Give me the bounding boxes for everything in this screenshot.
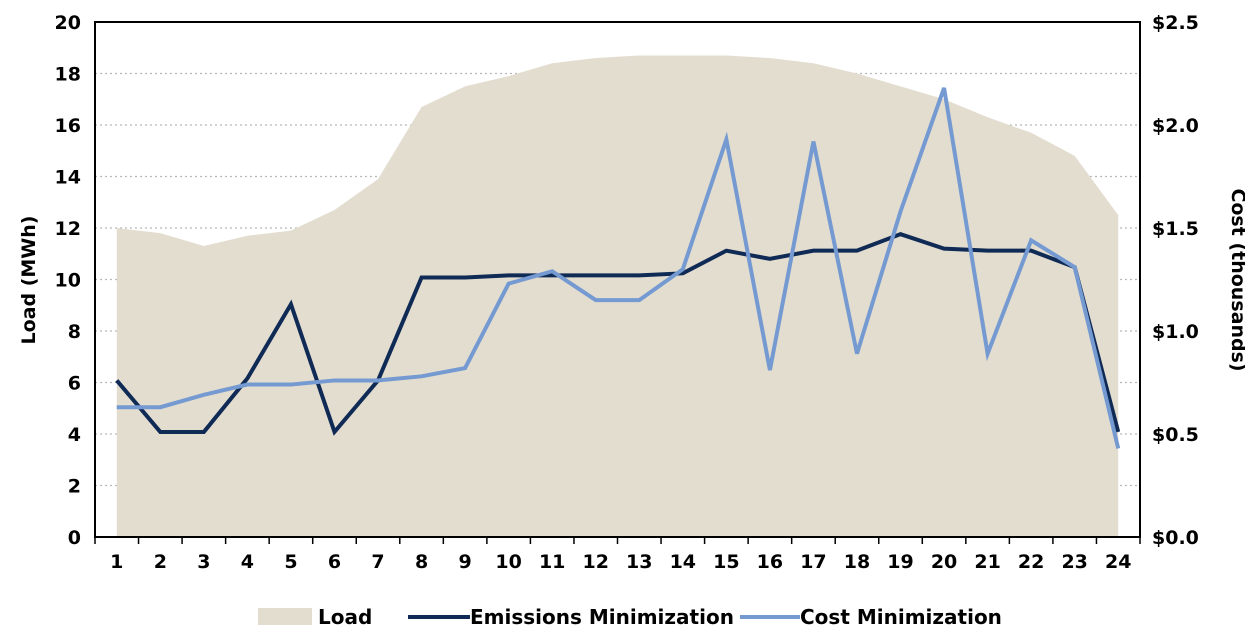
- x-tick-label: 16: [757, 551, 783, 573]
- legend-swatch-load: [258, 608, 312, 625]
- x-tick-label: 20: [931, 551, 957, 573]
- left-tick-label: 16: [55, 115, 81, 137]
- series-line-emissions-minimization: [115, 232, 1121, 436]
- x-tick-label: 11: [539, 551, 565, 573]
- left-tick-label: 4: [68, 424, 81, 446]
- right-tick-label: $1.0: [1152, 321, 1199, 343]
- right-tick-label: $2.5: [1152, 12, 1199, 34]
- x-tick-label: 14: [670, 551, 696, 573]
- x-tick-label: 21: [974, 551, 1000, 573]
- x-tick-label: 19: [887, 551, 913, 573]
- x-tick-label: 17: [800, 551, 826, 573]
- left-tick-label: 6: [68, 373, 81, 395]
- right-tick-label: $0.0: [1152, 527, 1199, 549]
- x-tick-label: 24: [1105, 551, 1131, 573]
- left-axis-title: Load (MWh): [18, 216, 40, 345]
- left-tick-label: 14: [55, 167, 81, 189]
- left-tick-label: 0: [68, 527, 81, 549]
- x-tick-label: 9: [458, 551, 471, 573]
- x-tick-label: 23: [1061, 551, 1087, 573]
- x-tick-label: 18: [844, 551, 870, 573]
- left-axis-ticks: 0 2 4 6 8 10 12 14 16 18 20: [55, 12, 81, 549]
- left-tick-label: 2: [68, 476, 81, 498]
- left-tick-label: 20: [55, 12, 81, 34]
- x-tick-label: 7: [371, 551, 384, 573]
- x-tick-label: 10: [495, 551, 521, 573]
- x-tick-label: 2: [154, 551, 167, 573]
- series-area-load: [116, 55, 1119, 537]
- legend-label-load: Load: [318, 605, 372, 629]
- x-tick-label: 8: [415, 551, 428, 573]
- x-tick-label: 3: [197, 551, 210, 573]
- x-axis-ticks: 1 2 3 4 5 6 7 8 9 10 11 12 13 14 15 16 17 18 19 20 21 22 23 24: [110, 551, 1131, 573]
- left-tick-label: 10: [55, 270, 81, 292]
- right-tick-label: $0.5: [1152, 424, 1199, 446]
- plot-frame: [94, 21, 1141, 544]
- series-line-cost-minimization: [116, 87, 1121, 449]
- x-tick-label: 5: [284, 551, 297, 573]
- right-tick-label: $2.0: [1152, 115, 1199, 137]
- right-tick-label: $1.5: [1152, 218, 1199, 240]
- left-tick-label: 18: [55, 64, 81, 86]
- legend: Load Emissions Minimization Cost Minimiz…: [258, 605, 1002, 629]
- x-tick-label: 15: [713, 551, 739, 573]
- legend-label-cost: Cost Minimization: [800, 605, 1002, 629]
- x-tick-label: 1: [110, 551, 123, 573]
- x-tick-label: 22: [1018, 551, 1044, 573]
- left-tick-label: 8: [68, 321, 81, 343]
- series-lines-layer: [115, 87, 1121, 449]
- x-tick-label: 13: [626, 551, 652, 573]
- left-tick-label: 12: [55, 218, 81, 240]
- x-tick-label: 4: [241, 551, 254, 573]
- x-tick-label: 12: [583, 551, 609, 573]
- right-axis-ticks: $0.0 $0.5 $1.0 $1.5 $2.0 $2.5: [1152, 12, 1199, 549]
- legend-label-emissions: Emissions Minimization: [470, 605, 734, 629]
- load-area-layer: [116, 55, 1119, 537]
- x-tick-label: 6: [328, 551, 341, 573]
- right-axis-title: Cost (thousands): [1227, 188, 1245, 371]
